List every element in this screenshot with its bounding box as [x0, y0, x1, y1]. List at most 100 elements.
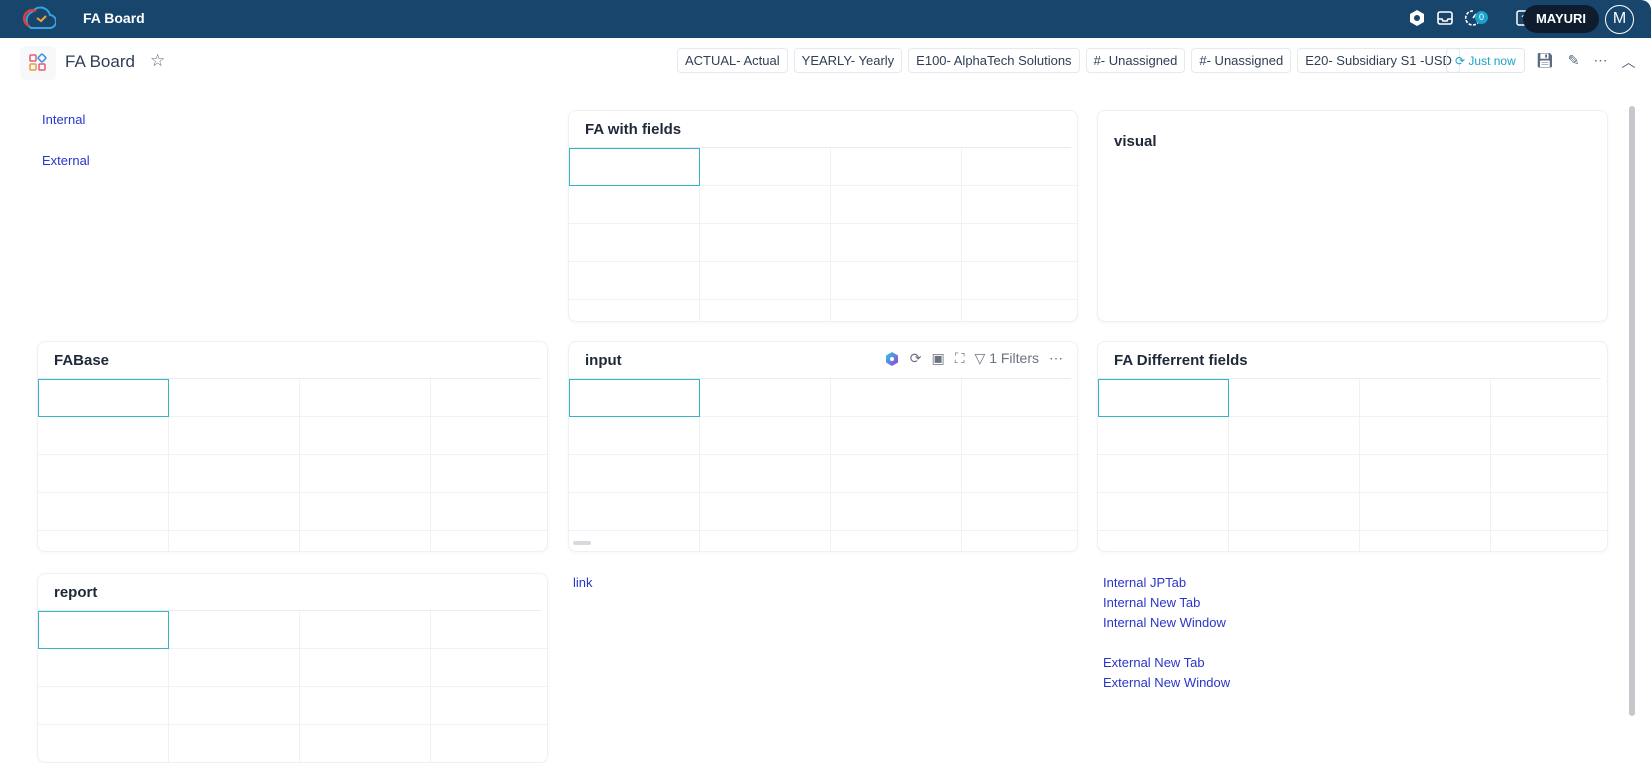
grid-cell[interactable] — [431, 493, 547, 531]
grid-cell[interactable] — [700, 531, 831, 551]
scrollbar-thumb[interactable] — [1629, 106, 1635, 716]
grid-cell[interactable] — [700, 379, 831, 417]
grid-cell[interactable] — [300, 493, 431, 531]
grid-cell[interactable] — [431, 611, 547, 649]
grid-cell[interactable] — [1229, 417, 1360, 455]
grid-cell[interactable] — [569, 186, 700, 224]
refresh-icon[interactable]: ⟳ — [909, 350, 922, 366]
grid-cell[interactable] — [831, 493, 962, 531]
grid-cell[interactable] — [300, 455, 431, 493]
grid-cell[interactable] — [1491, 531, 1607, 551]
chip-unassigned-2[interactable]: #- Unassigned — [1191, 48, 1292, 73]
grid-cell[interactable] — [569, 417, 700, 455]
grid-cell[interactable] — [962, 262, 1077, 300]
grid-cell[interactable] — [1098, 455, 1229, 493]
binoculars-icon[interactable]: ⛶ — [954, 350, 965, 366]
grid-cell[interactable] — [1229, 379, 1360, 417]
horizontal-scrollbar[interactable] — [573, 541, 591, 545]
grid-cell[interactable] — [1098, 417, 1229, 455]
chip-subsidiary[interactable]: E20- Subsidiary S1 -USD — [1297, 48, 1460, 73]
grid-cell[interactable] — [569, 531, 700, 551]
grid-cell[interactable] — [700, 417, 831, 455]
inbox-icon[interactable] — [1436, 9, 1454, 27]
grid-cell[interactable] — [700, 300, 831, 321]
page-scrollbar[interactable] — [1627, 90, 1637, 730]
grid-cell[interactable] — [300, 611, 431, 649]
grid-cell[interactable] — [831, 186, 962, 224]
filter-button[interactable]: ▽ 1 Filters — [975, 350, 1039, 367]
grid-cell[interactable] — [962, 186, 1077, 224]
grid-cell[interactable] — [962, 379, 1077, 417]
grid-cell[interactable] — [700, 262, 831, 300]
grid-cell[interactable] — [431, 531, 547, 551]
grid-cell[interactable] — [38, 455, 169, 493]
grid-cell[interactable] — [38, 649, 169, 687]
more-icon[interactable]: ⋯ — [1049, 350, 1063, 366]
grid-cell[interactable] — [569, 262, 700, 300]
grid-cell[interactable] — [1098, 379, 1229, 417]
grid-cell[interactable] — [962, 417, 1077, 455]
grid-cell[interactable] — [1098, 531, 1229, 551]
favorite-star-icon[interactable]: ☆ — [150, 51, 166, 70]
grid-cell[interactable] — [962, 148, 1077, 186]
grid-cell[interactable] — [38, 725, 169, 762]
save-icon[interactable]: ▣ — [931, 350, 945, 366]
grid-cell[interactable] — [831, 300, 962, 321]
grid-cell[interactable] — [169, 649, 300, 687]
grid-cell[interactable] — [1229, 455, 1360, 493]
grid-cell[interactable] — [1229, 493, 1360, 531]
grid-cell[interactable] — [831, 148, 962, 186]
grid-cell[interactable] — [569, 493, 700, 531]
edit-document-icon[interactable]: ✎ — [1567, 52, 1580, 68]
more-icon[interactable]: ⋯ — [1593, 52, 1608, 68]
data-grid[interactable] — [1098, 378, 1607, 551]
data-grid[interactable] — [38, 610, 547, 762]
grid-cell[interactable] — [169, 455, 300, 493]
grid-cell[interactable] — [569, 379, 700, 417]
grid-cell[interactable] — [169, 417, 300, 455]
grid-cell[interactable] — [831, 379, 962, 417]
grid-cell[interactable] — [831, 417, 962, 455]
chip-period[interactable]: YEARLY- Yearly — [793, 48, 903, 73]
grid-cell[interactable] — [431, 725, 547, 762]
grid-cell[interactable] — [169, 493, 300, 531]
nav-link-internal-jptab[interactable]: Internal JPTab — [1103, 575, 1187, 590]
grid-cell[interactable] — [300, 649, 431, 687]
data-grid[interactable] — [38, 378, 547, 551]
grid-cell[interactable] — [300, 531, 431, 551]
link-internal[interactable]: Internal — [42, 112, 86, 127]
grid-cell[interactable] — [1491, 493, 1607, 531]
grid-cell[interactable] — [431, 417, 547, 455]
grid-cell[interactable] — [38, 417, 169, 455]
grid-cell[interactable] — [1098, 493, 1229, 531]
grid-cell[interactable] — [431, 687, 547, 725]
grid-cell[interactable] — [1491, 379, 1607, 417]
grid-cell[interactable] — [700, 455, 831, 493]
chip-scenario[interactable]: ACTUAL- Actual — [677, 48, 788, 73]
chip-entity[interactable]: E100- AlphaTech Solutions — [908, 48, 1080, 73]
grid-cell[interactable] — [569, 224, 700, 262]
grid-cell[interactable] — [169, 611, 300, 649]
grid-cell[interactable] — [431, 379, 547, 417]
grid-cell[interactable] — [1491, 455, 1607, 493]
grid-cell[interactable] — [962, 531, 1077, 551]
grid-cell[interactable] — [300, 725, 431, 762]
grid-cell[interactable] — [569, 455, 700, 493]
grid-cell[interactable] — [38, 611, 169, 649]
grid-cell[interactable] — [38, 531, 169, 551]
grid-cell[interactable] — [1491, 417, 1607, 455]
grid-cell[interactable] — [1360, 417, 1491, 455]
grid-cell[interactable] — [962, 493, 1077, 531]
save-icon[interactable]: 💾︎ — [1536, 52, 1554, 68]
grid-cell[interactable] — [962, 224, 1077, 262]
grid-cell[interactable] — [1360, 379, 1491, 417]
grid-cell[interactable] — [38, 493, 169, 531]
app-logo-icon[interactable] — [22, 6, 56, 32]
grid-cell[interactable] — [431, 455, 547, 493]
grid-cell[interactable] — [300, 417, 431, 455]
link-widget[interactable]: link — [573, 575, 593, 590]
grid-cell[interactable] — [831, 262, 962, 300]
grid-cell[interactable] — [1229, 531, 1360, 551]
grid-cell[interactable] — [831, 224, 962, 262]
nav-link-internal-new-window[interactable]: Internal New Window — [1103, 615, 1226, 630]
